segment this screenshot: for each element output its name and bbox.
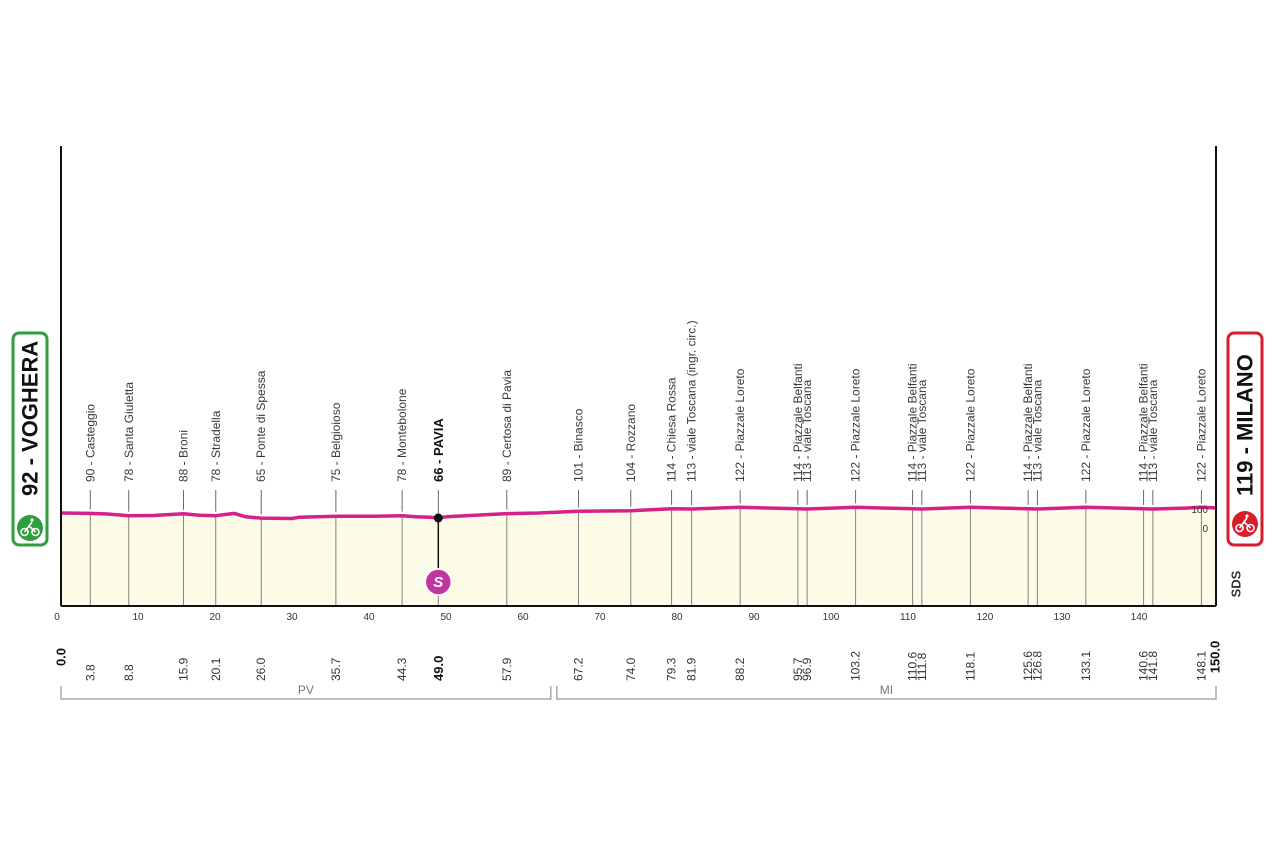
waypoint-km-label: 118.1 — [963, 652, 977, 681]
waypoint-label: 114 - Piazzale Belfanti — [1137, 363, 1151, 482]
waypoint-label: 90 - Casteggio — [83, 404, 97, 482]
waypoint-labels: 90 - Casteggio 78 - Santa Giuletta 88 - Br… — [83, 320, 1208, 482]
distance-tick-label: 50 — [440, 612, 452, 623]
waypoint-label: 88 - Broni — [176, 430, 190, 482]
distance-tick-label: 20 — [209, 612, 221, 623]
distance-tick-label: 140 — [1131, 612, 1148, 623]
waypoint-label: 101 - Binasco — [571, 408, 585, 482]
distance-tick-label: 110 — [900, 612, 916, 623]
region-label: MI — [880, 683, 893, 697]
profile-area — [61, 507, 1216, 606]
waypoint-label: 114 - Piazzale Belfanti — [791, 363, 805, 482]
waypoint-label: 78 - Stradella — [209, 410, 223, 482]
waypoint-km-label: 57.9 — [500, 657, 514, 681]
region-brackets: PV MI — [60, 683, 1217, 700]
waypoint-label: 75 - Belgioioso — [329, 402, 343, 482]
finish-label: 119 - MILANO — [1233, 354, 1258, 496]
distance-tick-label: 100 — [823, 612, 840, 623]
waypoint-label: 113 - viale Toscana — [1030, 379, 1044, 482]
waypoint-km-label: 20.1 — [209, 657, 223, 681]
distance-tick-label: 80 — [671, 612, 683, 623]
waypoint-label: 114 - Piazzale Belfanti — [1021, 363, 1035, 482]
waypoint-km-label: 96.9 — [800, 657, 814, 681]
waypoint-km-label: 148.1 — [1194, 651, 1208, 681]
distance-tick-label: 10 — [132, 612, 144, 623]
waypoint-km-label: 3.8 — [83, 664, 97, 681]
waypoint-label: 78 - Montebolone — [395, 388, 409, 482]
region-bracket — [556, 686, 1217, 700]
waypoint-label: 66 - PAVIA — [431, 418, 446, 482]
waypoint-km-label: 35.7 — [329, 657, 343, 681]
waypoint-label: 113 - viale Toscana — [800, 379, 814, 482]
waypoint-label: 114 - Piazzale Belfanti — [906, 363, 920, 482]
waypoint-km-label: 126.8 — [1030, 651, 1044, 681]
distance-tick-label: 40 — [363, 612, 375, 623]
waypoint-label: 78 - Santa Giuletta — [122, 382, 136, 482]
waypoint-km-label: 95.7 — [791, 657, 805, 681]
waypoint-km-label: 88.2 — [733, 657, 747, 681]
distance-tick-label: 120 — [977, 612, 994, 623]
finish-badge: 119 - MILANO — [1226, 331, 1264, 547]
waypoint-km-label: 140.6 — [1137, 651, 1151, 681]
waypoint-label: 122 - Piazzale Loreto — [1194, 368, 1208, 482]
waypoint-label: 113 - viale Toscana — [915, 379, 929, 482]
elevation-label: 0 — [1202, 524, 1208, 535]
waypoint-label: 104 - Rozzano — [624, 404, 638, 482]
waypoint-label: 122 - Piazzale Loreto — [733, 368, 747, 482]
waypoint-label: 113 - viale Toscana — [1146, 379, 1160, 482]
waypoint-label: 122 - Piazzale Loreto — [963, 368, 977, 482]
distance-tick-label: 130 — [1054, 612, 1071, 623]
waypoint-km-label: 26.0 — [254, 657, 268, 681]
waypoint-km-label: 110.6 — [906, 652, 920, 681]
waypoint-km-label: 133.1 — [1079, 651, 1093, 681]
elevation-label: 100 — [1191, 505, 1208, 516]
waypoint-label: 89 - Certosa di Pavia — [500, 370, 514, 482]
waypoint-km-label: 125.6 — [1021, 651, 1035, 681]
elevation-scale-labels: 100 0 — [1191, 505, 1208, 535]
distance-tick-label: 30 — [286, 612, 298, 623]
distance-tick-label: 0 — [54, 612, 60, 623]
waypoint-drop-lines — [89, 490, 1202, 606]
waypoint-km-label: 44.3 — [395, 657, 409, 681]
waypoint-km-label: 49.0 — [431, 656, 446, 681]
finish-km-label: 150.0 — [1208, 641, 1223, 674]
waypoint-km-label: 103.2 — [849, 651, 863, 681]
start-km-label: 0.0 — [54, 648, 69, 666]
waypoint-km-label: 81.9 — [685, 657, 699, 681]
waypoint-label: 122 - Piazzale Loreto — [1079, 368, 1093, 482]
waypoint-km-label: 15.9 — [176, 657, 190, 681]
waypoint-label: 113 - viale Toscana (ingr. circ.) — [685, 320, 699, 482]
waypoint-km-label: 74.0 — [624, 657, 638, 681]
distance-tick-label: 70 — [594, 612, 606, 623]
waypoint-km-label: 8.8 — [122, 664, 136, 681]
waypoint-label: 114 - Chiesa Rossa — [665, 377, 679, 482]
profile-line — [60, 505, 1217, 521]
distance-tick-label: 90 — [748, 612, 760, 623]
start-badge: 92 - VOGHERA — [11, 331, 49, 547]
waypoint-label: 122 - Piazzale Loreto — [849, 368, 863, 482]
waypoint-km-label: 141.8 — [1146, 651, 1160, 681]
intermediate-sprint-marker: S — [424, 513, 453, 596]
start-label: 92 - VOGHERA — [18, 341, 43, 496]
distance-tick-label: 60 — [517, 612, 529, 623]
waypoint-km-label: 79.3 — [665, 657, 679, 681]
sponsor-logo: SDS — [1229, 570, 1244, 597]
waypoint-km-label: 111.8 — [915, 652, 929, 681]
region-bracket — [60, 686, 552, 700]
waypoint-label: 65 - Ponte di Spessa — [254, 370, 268, 482]
waypoint-km-label: 67.2 — [571, 657, 585, 681]
region-label: PV — [298, 683, 314, 697]
distance-ticks: 0 10 20 30 40 50 60 70 80 90 100 110 120 130 140 — [54, 612, 1148, 623]
waypoint-km-labels: 3.8 8.8 15.9 20.1 26.0 35.7 44.3 49.0 57.9 67.2 74… — [54, 641, 1223, 681]
svg-text:S: S — [433, 574, 443, 591]
